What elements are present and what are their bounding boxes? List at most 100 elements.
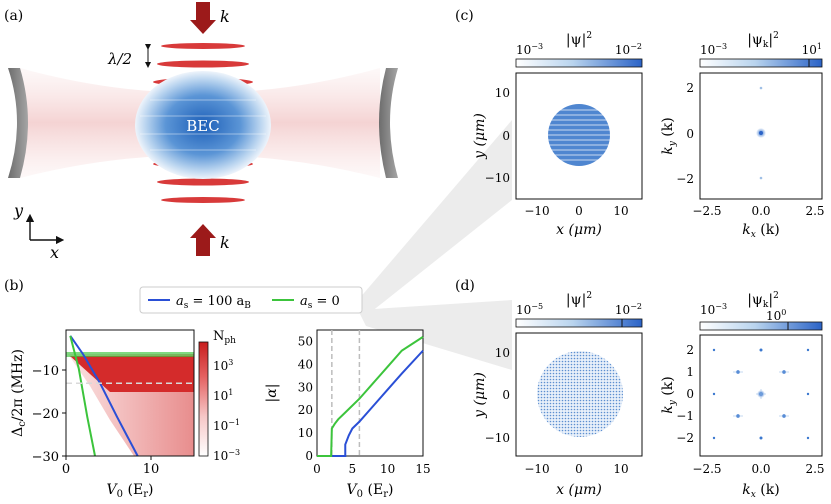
- d-left-xticks: −10 0 10: [524, 462, 628, 476]
- d-right-cb-min: 10−3: [700, 302, 727, 317]
- panel-c-label: (c): [455, 8, 474, 24]
- d-right-xticks: −2.5 0.0 2.5: [692, 462, 824, 476]
- d-left-xlabel: x (μm): [556, 482, 602, 498]
- c-left-xtick: −10: [524, 204, 549, 218]
- legend-entry-green: as = 0: [300, 294, 340, 311]
- heat-xtick: 0: [62, 462, 70, 477]
- heat-ytick: −10: [32, 364, 59, 379]
- alpha-xlabel: V0 (Er): [347, 482, 394, 500]
- c-right-xtick: 2.5: [805, 204, 824, 218]
- alpha-ytick: 20: [298, 403, 313, 417]
- alpha-xtick: 5: [349, 462, 357, 476]
- alpha-xtick: 15: [415, 462, 430, 476]
- green-saturation-band: [66, 352, 194, 357]
- top-pump-arrow: [190, 2, 216, 34]
- c-left-colorbar: [515, 58, 643, 68]
- legend: as = 100 aB as = 0: [139, 286, 363, 314]
- left-mirror: [8, 68, 28, 178]
- d-right-xtick: −2.5: [692, 462, 721, 476]
- axis-y-label: y: [13, 201, 24, 220]
- d-right-cb-title: |ψk|2: [747, 291, 779, 310]
- alpha-ytick: 50: [298, 334, 313, 348]
- c-right-yticks: 2 0 −2: [676, 81, 694, 186]
- c-left-xticks: −10 0 10: [524, 204, 628, 218]
- c-left-xtick: 0: [575, 204, 583, 218]
- d-left-xtick: 10: [613, 462, 628, 476]
- panel-a-label: (a): [4, 8, 23, 24]
- c-right-xlabel: kx (k): [742, 222, 779, 240]
- alpha-ylabel: |α|: [264, 384, 280, 403]
- k-top-label: k: [220, 7, 230, 26]
- alpha-xtick: 0: [313, 462, 321, 476]
- d-left-ytick: −10: [485, 431, 510, 445]
- connector-wedge-d: [358, 300, 512, 370]
- bec-lattice-lines: [140, 99, 266, 151]
- heat-ylabel: Δc/2π (MHz): [10, 349, 28, 437]
- svg-text:10−3: 10−3: [213, 448, 240, 463]
- c-right-peaks: [756, 86, 766, 180]
- c-right-colorbar: [699, 58, 823, 68]
- c-right-ytick: 0: [686, 127, 694, 141]
- heat-ytick: −30: [32, 450, 59, 465]
- alpha-yticks: 0 10 20 30 40 50: [298, 334, 313, 463]
- heat-xlabel: V0 (Er): [107, 482, 154, 500]
- alpha-xtick: 10: [380, 462, 395, 476]
- lambda-half-label: λ/2: [107, 50, 132, 68]
- svg-text:103: 103: [213, 358, 233, 373]
- alpha-xticks: 0 5 10 15: [313, 462, 430, 476]
- alpha-series-green: [317, 336, 424, 457]
- c-left-cb-max: 10−2: [615, 42, 642, 57]
- heat-xtick: 10: [143, 462, 160, 477]
- d-left-xtick: 0: [575, 462, 583, 476]
- heat-xticks: 0 10: [62, 456, 159, 477]
- d-right-xtick: 2.5: [805, 462, 824, 476]
- c-left-ytick: 0: [502, 129, 510, 143]
- d-right-cb-max: 100: [766, 308, 786, 323]
- alpha-plot-frame: [316, 329, 424, 457]
- c-left-xtick: 10: [613, 204, 628, 218]
- alpha-plot: [317, 330, 424, 457]
- d-right-ytick: −1: [676, 409, 694, 423]
- alpha-series-blue: [317, 349, 424, 457]
- d-left-xtick: −10: [524, 462, 549, 476]
- c-right-xticks: −2.5 0.0 2.5: [692, 204, 824, 218]
- bec-label: BEC: [186, 117, 219, 135]
- heat-ytick: −20: [32, 407, 59, 422]
- panel-b-label: (b): [4, 278, 24, 294]
- bottom-pump-arrow: [190, 224, 216, 256]
- nph-colorbar-ticks: 103 101 10−1 10−3: [213, 358, 240, 463]
- c-right-ytick: 2: [686, 81, 694, 95]
- c-left-xlabel: x (μm): [556, 222, 602, 238]
- panel-d-label: (d): [455, 278, 475, 294]
- connector-wedge-c: [358, 120, 512, 316]
- alpha-ytick: 10: [298, 426, 313, 440]
- c-left-yticks: 10 0 −10: [485, 86, 510, 185]
- d-left-colorbar: [515, 318, 643, 328]
- heat-series-green: [69, 335, 96, 457]
- legend-entry-blue: as = 100 aB: [176, 294, 251, 311]
- c-left-cb-title: |ψ|2: [566, 31, 592, 48]
- c-right-cb-title: |ψk|2: [747, 31, 779, 50]
- d-right-ytick: −2: [676, 431, 694, 445]
- alpha-ytick: 30: [298, 380, 313, 394]
- d-left-cb-max: 10−2: [615, 302, 642, 317]
- c-left-ylabel: y (μm): [472, 113, 488, 160]
- d-left-ylabel: y (μm): [472, 372, 488, 419]
- c-left-ytick: −10: [485, 171, 510, 185]
- nph-colorbar: [198, 341, 209, 457]
- c-right-ylabel: ky (k): [660, 117, 678, 154]
- d-right-xlabel: kx (k): [742, 482, 779, 500]
- c-left-cb-min: 10−3: [516, 42, 543, 57]
- c-right-cb-min: 10−3: [700, 42, 727, 57]
- c-right-cb-max: 101: [802, 42, 822, 57]
- heat-frame: [65, 329, 195, 457]
- d-left-density: [537, 351, 623, 437]
- d-left-cb-title: |ψ|2: [566, 291, 592, 308]
- c-left-density: [545, 104, 613, 166]
- d-left-yticks: 10 0 −10: [485, 346, 510, 445]
- d-left-ytick: 0: [502, 388, 510, 402]
- d-right-yticks: 2 1 0 −1 −2: [676, 343, 694, 445]
- d-right-streaks: [733, 371, 789, 417]
- c-left-ytick: 10: [495, 86, 510, 100]
